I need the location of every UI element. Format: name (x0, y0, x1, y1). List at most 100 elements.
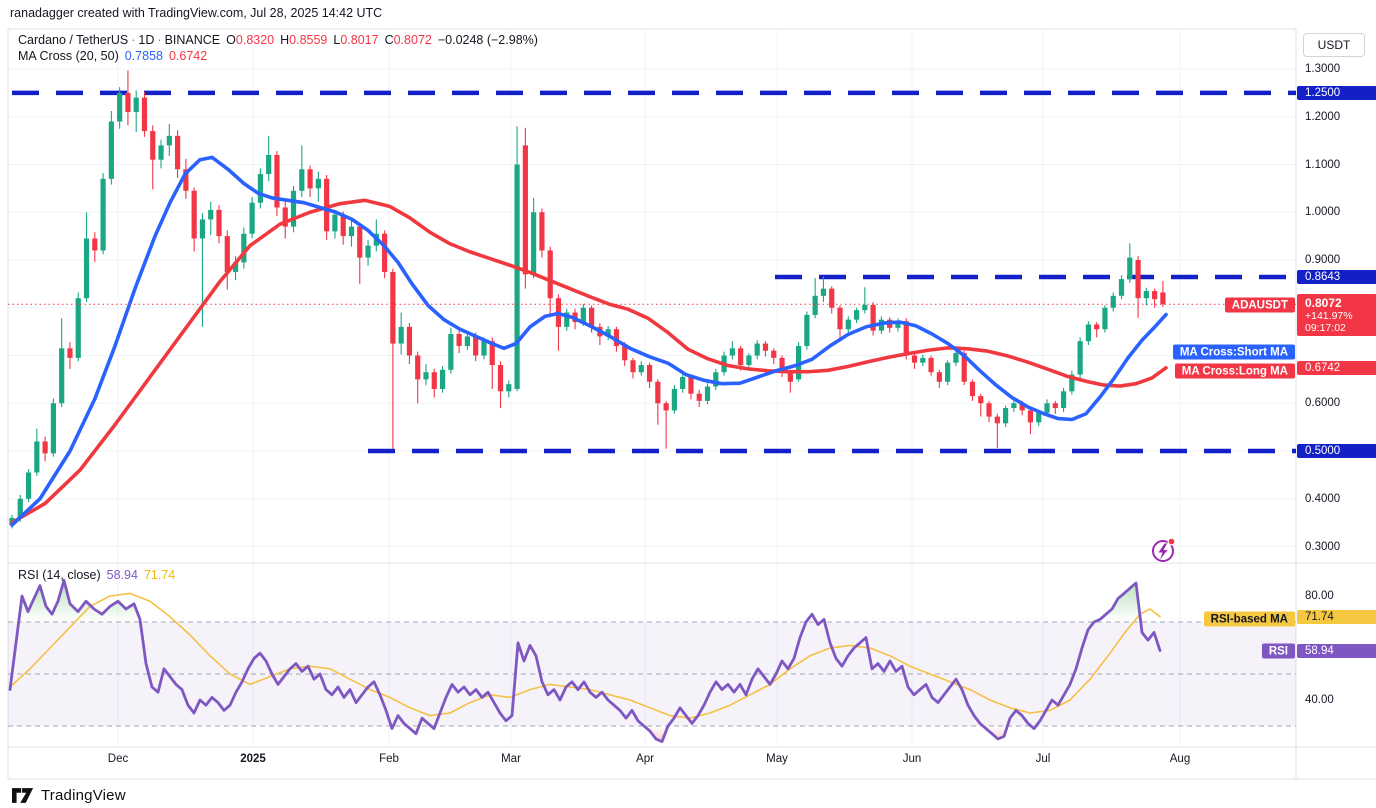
candle-body (1085, 324, 1091, 342)
candle-body (357, 226, 363, 258)
candle-body (605, 329, 611, 337)
candle-body (290, 190, 297, 227)
candle-body (1110, 295, 1116, 308)
candle-body (431, 372, 437, 389)
low-value: 0.8017 (340, 33, 379, 47)
time-axis-label[interactable]: Feb (379, 753, 399, 765)
candle-body (266, 154, 272, 175)
candle-body (671, 388, 677, 411)
time-axis-label[interactable]: May (766, 753, 788, 765)
candle-body (423, 372, 429, 380)
candle-body (1027, 410, 1034, 423)
candle-body (75, 298, 81, 358)
candle-body (638, 365, 644, 373)
price-tick-label: 0.3000 (1305, 540, 1341, 553)
time-axis-label[interactable]: Mar (501, 753, 521, 765)
candle-body (249, 202, 255, 234)
rsi-ma-value: 71.74 (143, 568, 176, 582)
symbol-legend[interactable]: Cardano / TetherUS · 1D · BINANCE O0.8320 H0.8… (18, 33, 538, 47)
candle-body (473, 336, 479, 356)
candle-body (117, 92, 123, 122)
series-name-label: RSI-based MA (1203, 611, 1295, 627)
candle-body (398, 326, 404, 344)
candle-body (50, 403, 56, 454)
open-value: 0.8320 (235, 33, 275, 47)
candle-body (489, 341, 495, 366)
price-tick-label: 0.6000 (1305, 397, 1341, 410)
candle-body (150, 131, 156, 160)
candle-body (812, 295, 818, 315)
candle-body (853, 310, 860, 320)
candle-body (779, 357, 785, 373)
candle-body (1160, 292, 1166, 305)
candle-body (978, 396, 984, 404)
candle-body (1118, 279, 1125, 296)
candle-body (1036, 412, 1042, 423)
candle-body (1044, 403, 1050, 413)
rsi-title: RSI (14, close) (18, 568, 101, 582)
interval: 1D (138, 33, 155, 47)
time-axis-label[interactable]: Jun (902, 753, 922, 765)
price-tick-label: 1.0000 (1305, 206, 1341, 219)
series-name-label: ADAUSDT (1224, 297, 1295, 313)
candle-body (481, 341, 487, 356)
candle-body (448, 334, 454, 370)
candle-body (820, 288, 827, 296)
time-axis-label[interactable]: Apr (636, 753, 654, 765)
candle-body (1060, 391, 1067, 409)
currency-toggle-button[interactable]: USDT (1303, 33, 1365, 57)
candle-body (696, 393, 702, 401)
candle-body (895, 321, 901, 328)
close-label: C (384, 33, 394, 47)
price-tick-label: 0.9000 (1305, 254, 1341, 266)
candle-body (158, 145, 164, 160)
candle-body (133, 97, 139, 112)
candle-body (688, 376, 694, 394)
candle-body (713, 372, 719, 387)
candle-body (456, 334, 462, 346)
candle-body (100, 178, 106, 251)
candle-body (25, 472, 32, 499)
price-tick-label: 0.4000 (1305, 492, 1341, 505)
candle-body (299, 169, 305, 191)
candle-body (646, 365, 653, 382)
tradingview-logo: TradingView (12, 786, 126, 805)
time-axis-label[interactable]: Dec (107, 753, 129, 765)
candle-body (340, 214, 346, 237)
candle-body (241, 233, 247, 263)
candle-body (738, 348, 744, 366)
last-price-badge-line: 0.8072 (1305, 296, 1342, 311)
tradingview-logo-icon (12, 788, 34, 803)
ma-short-line (10, 155, 1168, 527)
time-axis-label[interactable]: 2025 (240, 753, 266, 765)
price-tick-label: 1.2000 (1305, 110, 1341, 123)
candle-body (216, 209, 222, 237)
level-price-badge: 1.2500 (1297, 85, 1376, 100)
candle-body (406, 326, 413, 356)
candle-body (787, 372, 793, 382)
candle-body (315, 178, 321, 189)
price-tick-label: 1.1000 (1305, 158, 1341, 171)
candle-body (506, 384, 512, 392)
candle-body (845, 319, 851, 330)
lightning-icon[interactable] (1152, 537, 1176, 562)
candle-body (754, 343, 760, 356)
candle-body (746, 355, 752, 366)
candle-body (34, 441, 40, 473)
candle-body (42, 441, 48, 454)
candle-body (804, 314, 810, 346)
time-axis-label[interactable]: Jul (1035, 753, 1051, 765)
candle-body (580, 307, 586, 323)
ma-short-value: 0.7858 (124, 49, 163, 63)
rsi-legend[interactable]: RSI (14, close) 58.94 71.74 (18, 568, 175, 582)
candle-body (589, 307, 595, 327)
high-label: H (280, 33, 290, 47)
series-name-label: RSI (1261, 643, 1295, 659)
symbol-name: Cardano / TetherUS (18, 33, 129, 47)
candle-body (464, 336, 470, 346)
candle-body (1069, 374, 1075, 392)
candle-body (1094, 324, 1100, 330)
time-axis-label[interactable]: Aug (1169, 753, 1191, 765)
ma-cross-legend[interactable]: MA Cross (20, 50) 0.7858 0.6742 (18, 49, 207, 63)
